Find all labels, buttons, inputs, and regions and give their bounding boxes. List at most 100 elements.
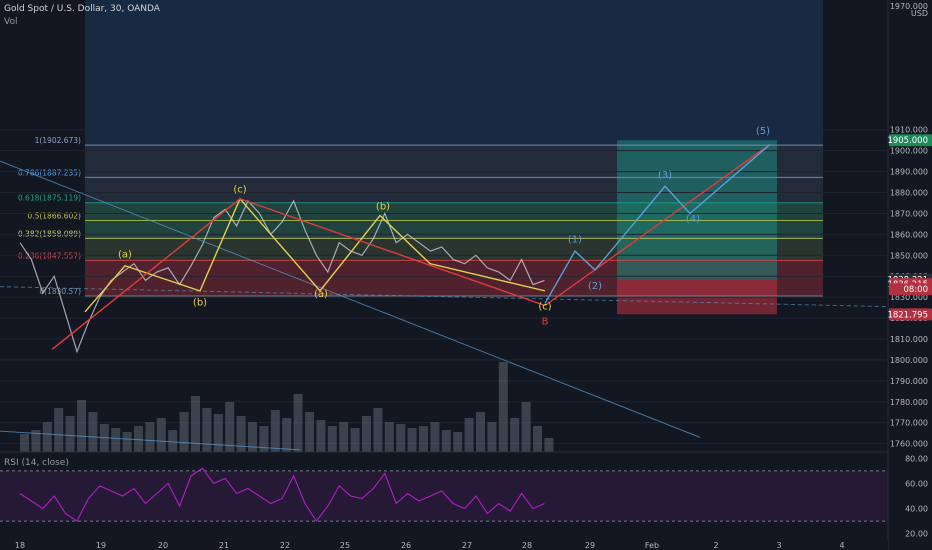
price-tick-label: 1880.000 (890, 189, 928, 198)
wave-label: B (542, 316, 549, 327)
time-tick-label: 28 (522, 541, 532, 550)
fib-level-label: 0(1830.57) (39, 287, 81, 296)
volume-bars (20, 362, 554, 452)
volume-bar (544, 438, 554, 452)
volume-bar (476, 412, 485, 452)
time-tick-label: 21 (219, 541, 229, 550)
grid-lines (0, 129, 888, 445)
fib-level-label: 0.5(1866.602) (27, 212, 81, 221)
volume-bar (65, 416, 75, 452)
time-tick-label: 27 (462, 541, 472, 550)
price-tick-label: 1850.000 (890, 251, 928, 260)
price-tag-bg (889, 283, 932, 296)
volume-bar (156, 418, 166, 452)
volume-bar (20, 434, 29, 452)
price-tick-label: 1910.000 (890, 126, 928, 135)
volume-bar (487, 422, 497, 452)
price-tag-label: 1821.795 (887, 310, 928, 320)
price-tick-label: 1790.000 (890, 377, 928, 386)
volume-bar (453, 432, 463, 452)
volume-bar (293, 394, 303, 452)
volume-bar (270, 410, 280, 452)
time-tick-label: 4 (839, 541, 844, 550)
time-axis: 18 19 20 21 22 25 26 27 28 29 Feb 2 3 4 (0, 540, 888, 550)
wave-label: (a) (118, 249, 132, 260)
wave-label: (c) (538, 302, 551, 313)
rsi-tick-label: 20.00 (905, 530, 928, 539)
trend-line-dashed (0, 286, 932, 309)
volume-bar (430, 422, 440, 452)
volume-bar (373, 408, 383, 452)
wave-labels: (a) (b) (c) (a) (b) (c) B (1) (2) (3) (4) (5) (118, 126, 770, 327)
trend-line-down (0, 160, 701, 438)
wave-yellow-1 (84, 197, 546, 313)
time-tick-label: 20 (158, 541, 168, 550)
trend-line-low (0, 430, 301, 451)
time-tick-label: 2 (713, 541, 718, 550)
price-tick-label: 1770.000 (890, 419, 928, 428)
volume-bar (248, 422, 257, 452)
rsi-line (19, 467, 545, 523)
price-tag-bg (889, 308, 932, 321)
volume-bar (384, 422, 394, 452)
vol-label: Vol (4, 17, 18, 27)
volume-bar (179, 412, 189, 452)
wave-label: (b) (193, 298, 207, 309)
wave-label: (2) (588, 281, 602, 292)
wave-label: (b) (376, 201, 390, 212)
rsi-tick-label: 80.00 (905, 454, 928, 463)
symbol-title: Gold Spot / U.S. Dollar, 30, OANDA (4, 4, 160, 14)
volume-bar (202, 408, 212, 452)
volume-bar (168, 430, 178, 452)
fib-level-label: 0.382(1858.089) (18, 229, 81, 238)
volume-bar (191, 396, 200, 452)
volume-bar (145, 422, 155, 452)
time-tick-label: 19 (96, 541, 106, 550)
price-tag-label: 08:00 (904, 285, 929, 295)
price-tag-bg (889, 134, 932, 147)
volume-bar (316, 420, 326, 452)
volume-bar (396, 424, 406, 452)
volume-bar (122, 432, 132, 452)
price-tick-label: 1800.000 (890, 356, 928, 365)
volume-bar (31, 430, 41, 452)
wave-label: (a) (314, 289, 328, 300)
price-tick-label: 1780.000 (890, 398, 928, 407)
time-tick-label: 3 (776, 541, 781, 550)
fib-level-label: 0.618(1875.119) (18, 194, 81, 203)
price-tick-label: 1810.000 (890, 335, 928, 344)
volume-bar (42, 422, 52, 452)
volume-bar (54, 408, 64, 452)
price-axis: 1760.000 1770.000 1780.000 1790.000 1800.000… (887, 0, 932, 550)
time-tick-label: 18 (15, 541, 25, 550)
volume-bar (88, 412, 98, 452)
wave-label: (c) (233, 185, 246, 196)
price-tag-label: 1905.000 (887, 136, 928, 146)
volume-bar (498, 362, 508, 452)
volume-bar (464, 418, 474, 452)
volume-bar (510, 418, 520, 452)
rsi-tick-label: 40.00 (905, 505, 928, 514)
volume-bar (134, 426, 143, 452)
volume-bar (521, 402, 531, 452)
price-tick-label: 1830.000 (890, 293, 928, 302)
rsi-band (0, 470, 888, 522)
price-tick-label: 1870.000 (890, 209, 928, 218)
price-tick-label: 1970.000 (890, 2, 928, 11)
wave-label: (4) (686, 214, 700, 225)
volume-bar (407, 428, 417, 452)
time-tick-label: 25 (340, 541, 350, 550)
upper-band (85, 0, 823, 146)
volume-bar (282, 418, 292, 452)
volume-bar (533, 426, 542, 452)
fib-level-label: 0.236(1847.557) (18, 251, 81, 260)
currency-label: USD (911, 9, 928, 18)
volume-bar (236, 416, 246, 452)
time-axis-background (0, 540, 888, 550)
volume-bar (213, 414, 223, 452)
rsi-tick-label: 60.00 (905, 479, 928, 488)
price-tick-label: 1860.000 (890, 230, 928, 239)
price-tick-label: 1890.000 (890, 168, 928, 177)
volume-bar (327, 426, 337, 452)
